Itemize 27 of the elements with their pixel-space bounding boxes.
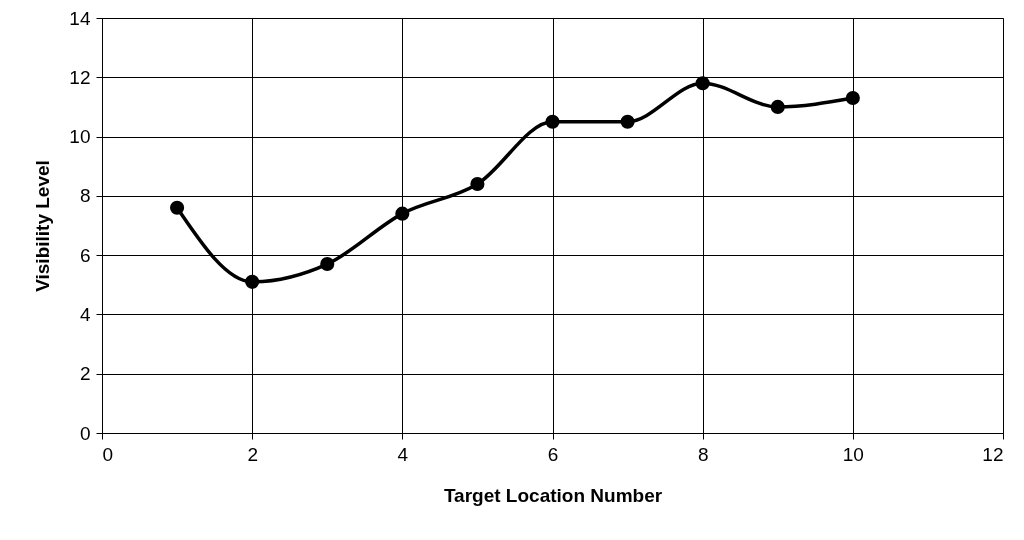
y-tick-label: 8 xyxy=(79,185,91,207)
y-tick-label: 12 xyxy=(69,66,91,88)
point xyxy=(320,256,335,272)
y-tick-label: 4 xyxy=(79,303,91,325)
point xyxy=(170,200,185,215)
point xyxy=(395,206,410,221)
point xyxy=(545,114,560,129)
x-tick-label: 2 xyxy=(247,443,258,465)
y-tick-label: 0 xyxy=(79,422,91,444)
x-tick-label: 10 xyxy=(842,443,864,465)
point xyxy=(245,274,260,289)
point xyxy=(845,90,860,106)
y-tick-label: 14 xyxy=(69,7,91,29)
x-tick-label: 6 xyxy=(547,443,559,465)
x-tick-label: 12 xyxy=(982,443,1004,465)
x-tick-label: 4 xyxy=(397,443,409,465)
point xyxy=(620,114,635,129)
y-tick-label: 10 xyxy=(69,126,91,148)
point xyxy=(770,99,785,114)
x-tick-label: 0 xyxy=(102,443,114,465)
y-tick-label: 6 xyxy=(79,244,91,266)
x-tick-label: 8 xyxy=(697,443,709,465)
y-tick-label: 2 xyxy=(79,363,91,385)
y-axis-title: Visibility Level xyxy=(32,160,54,292)
x-axis-title: Target Location Number xyxy=(443,484,663,506)
point xyxy=(470,176,485,192)
point xyxy=(695,76,710,91)
